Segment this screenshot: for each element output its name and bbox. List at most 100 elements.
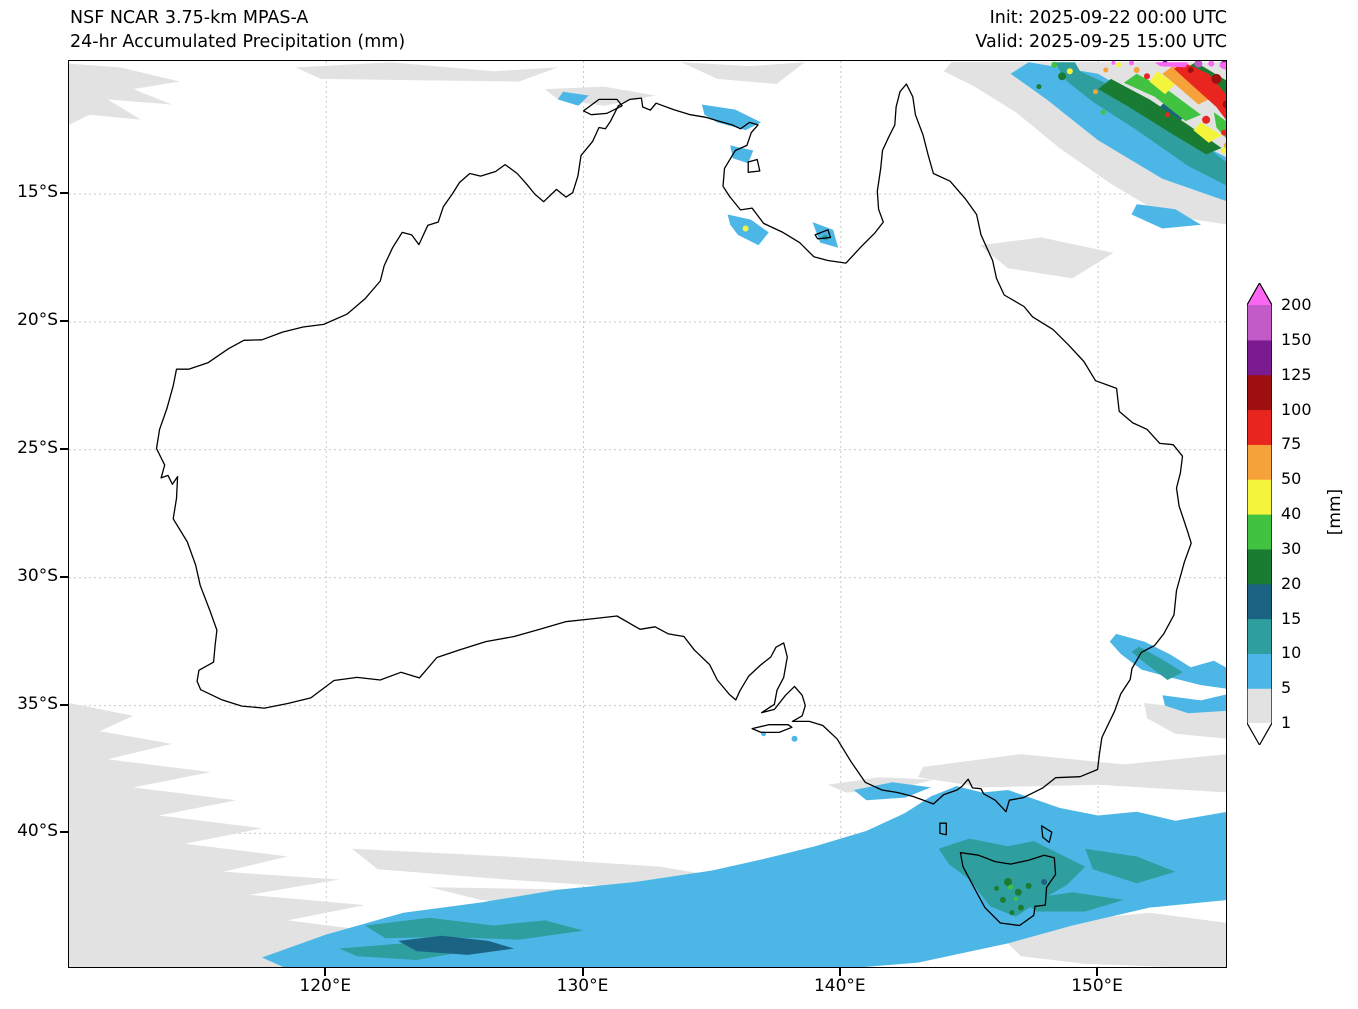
y-tick-label: 30°S bbox=[17, 565, 58, 586]
precip-speck bbox=[1004, 878, 1012, 886]
precip-speck bbox=[1116, 62, 1122, 68]
precip-region bbox=[1154, 62, 1189, 68]
colorbar-segment bbox=[1247, 514, 1272, 550]
x-tick-label: 120°E bbox=[299, 976, 352, 996]
y-tick-label: 35°S bbox=[17, 693, 58, 714]
precip-speck bbox=[1111, 61, 1116, 65]
colorbar-segment bbox=[1247, 618, 1272, 654]
precip-speck bbox=[1009, 910, 1015, 916]
precip-region bbox=[1174, 62, 1226, 120]
coastline-australia-mainland bbox=[155, 83, 1192, 813]
precip-speck bbox=[1221, 129, 1226, 136]
precip-speck bbox=[1041, 879, 1048, 885]
colorbar-segment bbox=[1247, 583, 1272, 620]
precip-speck bbox=[1187, 67, 1194, 73]
x-tick-label: 150°E bbox=[1071, 976, 1123, 996]
precip-speck bbox=[994, 885, 999, 891]
precip-region bbox=[262, 786, 1226, 967]
x-tick-mark bbox=[324, 968, 327, 976]
precip-region bbox=[979, 237, 1114, 279]
coastline-melville-island bbox=[582, 98, 623, 116]
colorbar-tick-label: 150 bbox=[1281, 329, 1312, 349]
colorbar-over-arrow bbox=[1247, 283, 1272, 305]
precip-speck bbox=[1013, 896, 1018, 901]
coastline-kangaroo-island bbox=[751, 724, 793, 734]
precip-region bbox=[1162, 66, 1214, 105]
precip-speck bbox=[1100, 109, 1106, 115]
precip-region bbox=[1149, 71, 1176, 95]
precip-speck bbox=[1133, 67, 1140, 73]
colorbar-segment bbox=[1247, 374, 1272, 411]
colorbar-segment bbox=[1247, 305, 1272, 341]
y-tick-label: 15°S bbox=[17, 182, 58, 202]
precip-speck bbox=[791, 735, 798, 742]
colorbar-segment bbox=[1247, 409, 1272, 445]
colorbar-svg bbox=[1247, 283, 1272, 745]
y-tick-mark bbox=[60, 192, 68, 194]
precip-speck bbox=[999, 896, 1006, 903]
map-svg bbox=[69, 61, 1226, 967]
precip-region bbox=[557, 91, 589, 106]
precip-region bbox=[398, 935, 515, 955]
coastline-mornington-island bbox=[814, 229, 832, 240]
precip-region bbox=[938, 838, 1086, 917]
x-tick-label: 140°E bbox=[813, 976, 866, 996]
y-tick-mark bbox=[60, 703, 68, 706]
colorbar-under-arrow bbox=[1247, 723, 1272, 745]
map-plot-area bbox=[68, 60, 1227, 968]
precip-region bbox=[1098, 78, 1222, 155]
precip-region bbox=[1109, 633, 1226, 689]
y-tick-label: 20°S bbox=[17, 309, 58, 330]
colorbar-tick-label: 20 bbox=[1281, 573, 1302, 593]
coastline-groote-eylandt bbox=[747, 158, 761, 173]
precip-region bbox=[1010, 62, 1226, 201]
precip-region bbox=[1085, 848, 1176, 884]
y-tick-mark bbox=[60, 831, 68, 834]
precip-speck bbox=[1066, 68, 1073, 75]
precip-region bbox=[69, 63, 180, 125]
precip-region bbox=[352, 848, 751, 890]
x-tick-mark bbox=[581, 968, 584, 976]
precip-speck bbox=[1129, 61, 1134, 66]
colorbar-tick-label: 30 bbox=[1281, 538, 1302, 558]
precip-speck bbox=[1058, 72, 1067, 81]
colorbar-segment bbox=[1247, 653, 1272, 689]
precip-region bbox=[918, 754, 1226, 793]
precip-region bbox=[1131, 204, 1201, 229]
y-tick-label: 25°S bbox=[17, 437, 58, 458]
precip-speck bbox=[1017, 904, 1024, 911]
precip-speck bbox=[1025, 882, 1032, 889]
colorbar-tick-label: 200 bbox=[1281, 295, 1312, 314]
precip-region bbox=[1162, 694, 1226, 714]
precip-region bbox=[681, 62, 805, 84]
colorbar-segment bbox=[1247, 479, 1272, 515]
precip-region bbox=[1219, 62, 1226, 71]
x-tick-mark bbox=[838, 968, 841, 976]
y-tick-mark bbox=[60, 447, 68, 450]
precip-speck bbox=[1194, 61, 1203, 68]
colorbar-tick-label: 1 bbox=[1281, 713, 1292, 732]
precip-speck bbox=[1211, 73, 1222, 84]
colorbar-tick-label: 100 bbox=[1281, 399, 1312, 419]
coastline-king-island bbox=[939, 822, 947, 836]
colorbar-segment bbox=[1247, 339, 1272, 376]
precip-speck bbox=[1008, 884, 1014, 890]
precip-speck bbox=[1223, 142, 1226, 149]
precip-region bbox=[1131, 646, 1183, 680]
precip-speck bbox=[1221, 147, 1226, 154]
colorbar-tick-label: 50 bbox=[1281, 469, 1302, 489]
precip-region bbox=[1123, 73, 1201, 122]
colorbar-tick-label: 40 bbox=[1281, 504, 1302, 523]
precip-speck bbox=[1093, 89, 1098, 95]
colorbar-tick-label: 15 bbox=[1281, 608, 1302, 628]
init-time-label: Init: 2025-09-22 00:00 UTC bbox=[989, 8, 1227, 28]
precip-region bbox=[701, 104, 762, 131]
plot-title-model: NSF NCAR 3.75-km MPAS-A bbox=[70, 8, 309, 28]
precip-speck bbox=[1014, 888, 1022, 896]
colorbar-segment bbox=[1247, 688, 1272, 724]
precip-speck bbox=[742, 225, 749, 232]
y-tick-label: 40°S bbox=[17, 821, 58, 842]
precip-speck bbox=[1202, 115, 1211, 124]
colorbar-units-label: [mm] bbox=[1325, 488, 1346, 536]
colorbar-segment bbox=[1247, 444, 1272, 480]
